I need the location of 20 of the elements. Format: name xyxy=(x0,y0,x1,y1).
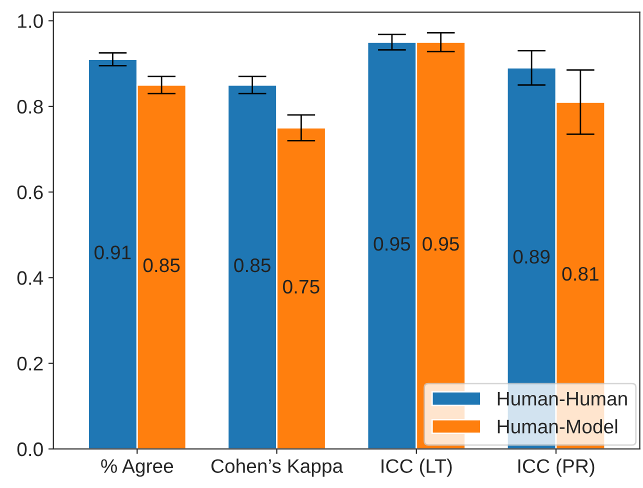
x-tick-label: % Agree xyxy=(101,459,174,477)
y-tick-label: 1.0 xyxy=(18,14,43,28)
y-tick-label: 0.2 xyxy=(17,356,43,371)
legend-label: Human-Model xyxy=(498,419,618,434)
data-label: 0.89 xyxy=(513,250,550,264)
x-tick-label: Cohen’s Kappa xyxy=(211,458,344,477)
data-label: 0.85 xyxy=(143,258,180,272)
data-label: 0.91 xyxy=(94,246,131,260)
x-tick-label: ICC (LT) xyxy=(382,458,452,477)
y-tick-label: 0.6 xyxy=(17,186,43,200)
data-label: 0.95 xyxy=(374,237,410,251)
x-tick-label: ICC (PR) xyxy=(518,458,594,477)
data-label: 0.85 xyxy=(234,258,270,272)
data-label: 0.81 xyxy=(562,266,598,281)
data-label: 0.95 xyxy=(422,237,459,251)
y-tick-label: 0.8 xyxy=(17,100,43,114)
y-tick-label: 0.4 xyxy=(17,271,44,285)
data-label: 0.75 xyxy=(283,280,320,294)
legend-label: Human-Human xyxy=(498,392,627,406)
y-tick-label: 0.0 xyxy=(17,442,43,456)
